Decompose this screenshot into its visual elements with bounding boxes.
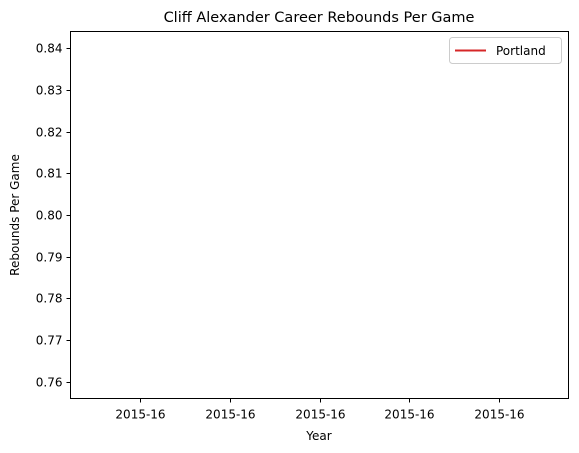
y-tick-label: 0.84 <box>36 42 63 56</box>
legend-label-portland: Portland <box>496 44 546 58</box>
chart-title: Cliff Alexander Career Rebounds Per Game <box>164 10 475 26</box>
x-axis: 2015-16 2015-16 2015-16 2015-16 2015-16 <box>115 398 525 422</box>
y-tick-label: 0.83 <box>36 84 63 98</box>
legend-box <box>449 37 562 64</box>
y-axis: 0.76 0.77 0.78 0.79 0.80 0.81 0.82 0.83 0.84 <box>36 42 71 390</box>
legend: Portland <box>449 37 562 64</box>
x-axis-label: Year <box>305 429 331 443</box>
y-tick-label: 0.76 <box>36 376 63 390</box>
y-tick-label: 0.77 <box>36 334 63 348</box>
y-tick-label: 0.79 <box>36 251 63 265</box>
y-tick-label: 0.81 <box>36 167 63 181</box>
x-tick-label: 2015-16 <box>205 408 255 422</box>
y-tick-label: 0.80 <box>36 209 63 223</box>
y-tick-label: 0.82 <box>36 126 63 140</box>
x-tick-label: 2015-16 <box>295 408 345 422</box>
plot-area-frame <box>70 31 569 399</box>
x-tick-label: 2015-16 <box>115 408 165 422</box>
x-tick-label: 2015-16 <box>474 408 524 422</box>
x-tick-label: 2015-16 <box>384 408 434 422</box>
y-axis-label: Rebounds Per Game <box>8 154 22 276</box>
y-tick-label: 0.78 <box>36 292 63 306</box>
